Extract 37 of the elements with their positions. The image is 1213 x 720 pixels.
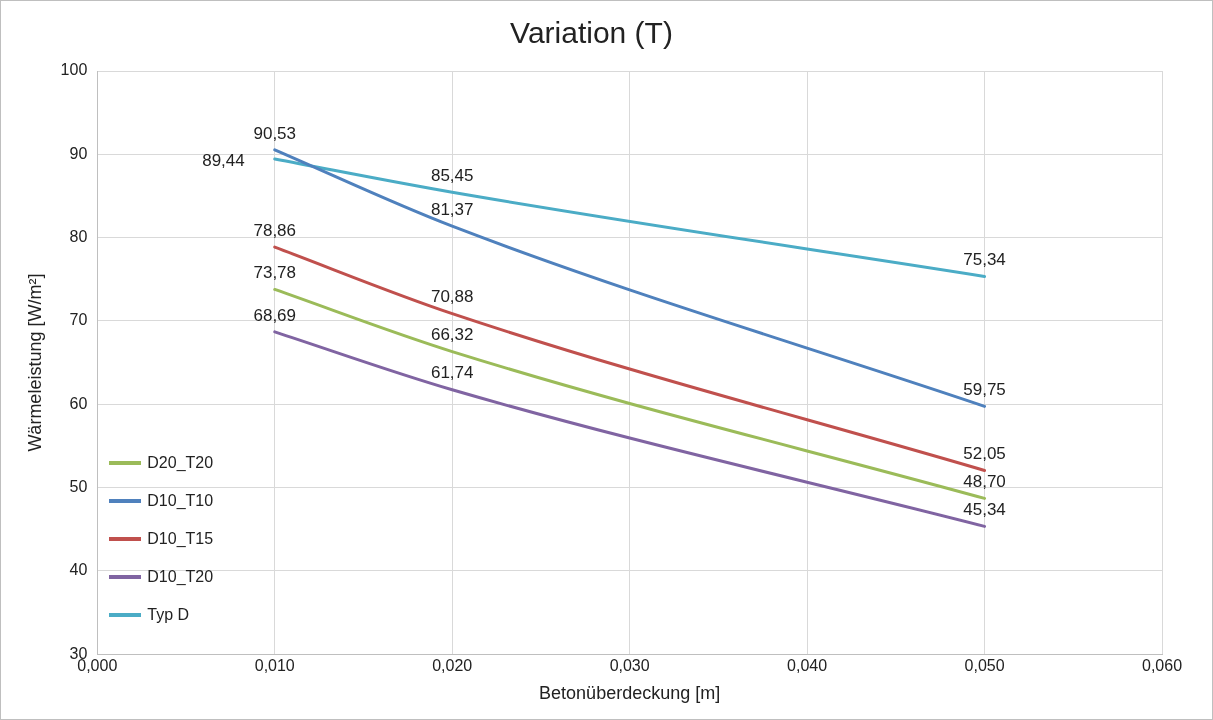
legend-label: D10_T15 [147,530,214,549]
data-label: 90,53 [253,123,297,143]
legend-label: D20_T20 [147,454,214,473]
data-label: 48,70 [963,472,1006,492]
y-tick-label: 60 [69,394,88,412]
legend-label: Typ D [147,606,190,625]
data-label: 61,74 [430,363,474,383]
data-label: 89,44 [202,150,245,170]
data-label: 78,86 [253,220,297,240]
x-tick-label: 0,000 [77,657,118,675]
data-label: 45,34 [963,500,1006,520]
data-label: 75,34 [963,250,1006,270]
data-label: 73,78 [253,263,297,283]
data-label: 66,32 [430,325,474,345]
legend-label: D10_T20 [147,568,214,587]
y-axis-title: Wärmeleistung [W/m²] [24,273,45,452]
x-tick-label: 0,060 [1141,657,1183,675]
data-label: 68,69 [253,305,297,325]
data-label: 85,45 [430,165,474,185]
legend-label: D10_T10 [147,492,214,511]
y-tick-label: 90 [69,144,88,162]
y-tick-label: 70 [69,311,88,329]
data-label: 52,05 [963,444,1006,464]
x-tick-label: 0,010 [254,657,295,675]
data-label: 59,75 [963,380,1006,400]
y-tick-label: 50 [69,477,88,495]
x-tick-label: 0,020 [432,657,473,675]
data-label: 81,37 [430,199,474,219]
x-tick-label: 0,050 [964,657,1005,675]
x-axis-title: Betonüberdeckung [m] [539,683,721,704]
y-tick-label: 40 [69,561,88,579]
data-label: 70,88 [430,287,474,307]
y-tick-label: 80 [69,228,88,246]
y-tick-label: 100 [60,61,88,79]
x-tick-label: 0,030 [609,657,650,675]
x-tick-label: 0,040 [787,657,828,675]
chart-title: Variation (T) [510,16,673,50]
